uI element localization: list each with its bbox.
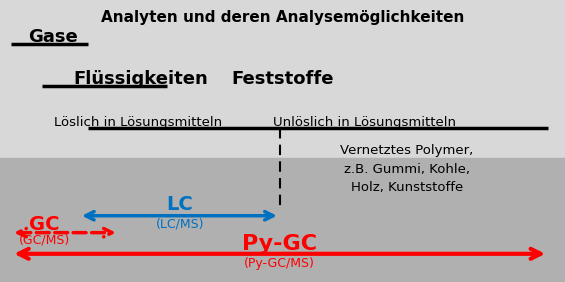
- Text: Löslich in Lösungsmitteln: Löslich in Lösungsmitteln: [54, 116, 223, 129]
- Bar: [0, 0, 565, 158]
- Text: Flüssigkeiten: Flüssigkeiten: [73, 70, 208, 88]
- Text: (Py-GC/MS): (Py-GC/MS): [244, 257, 315, 270]
- Bar: [0, 158, 565, 282]
- Text: Gase: Gase: [28, 28, 78, 46]
- Text: Py-GC: Py-GC: [242, 234, 317, 254]
- Text: Unlöslich in Lösungsmitteln: Unlöslich in Lösungsmitteln: [273, 116, 456, 129]
- Text: (LC/MS): (LC/MS): [155, 218, 204, 231]
- Text: Analyten und deren Analysemöglichkeiten: Analyten und deren Analysemöglichkeiten: [101, 10, 464, 25]
- Text: LC: LC: [166, 195, 193, 214]
- Text: Vernetztes Polymer,: Vernetztes Polymer,: [340, 144, 473, 157]
- Text: (GC/MS): (GC/MS): [19, 234, 69, 247]
- Text: Holz, Kunststoffe: Holz, Kunststoffe: [351, 181, 463, 194]
- Text: z.B. Gummi, Kohle,: z.B. Gummi, Kohle,: [344, 163, 470, 176]
- Text: Feststoffe: Feststoffe: [231, 70, 334, 88]
- Text: GC: GC: [29, 215, 59, 234]
